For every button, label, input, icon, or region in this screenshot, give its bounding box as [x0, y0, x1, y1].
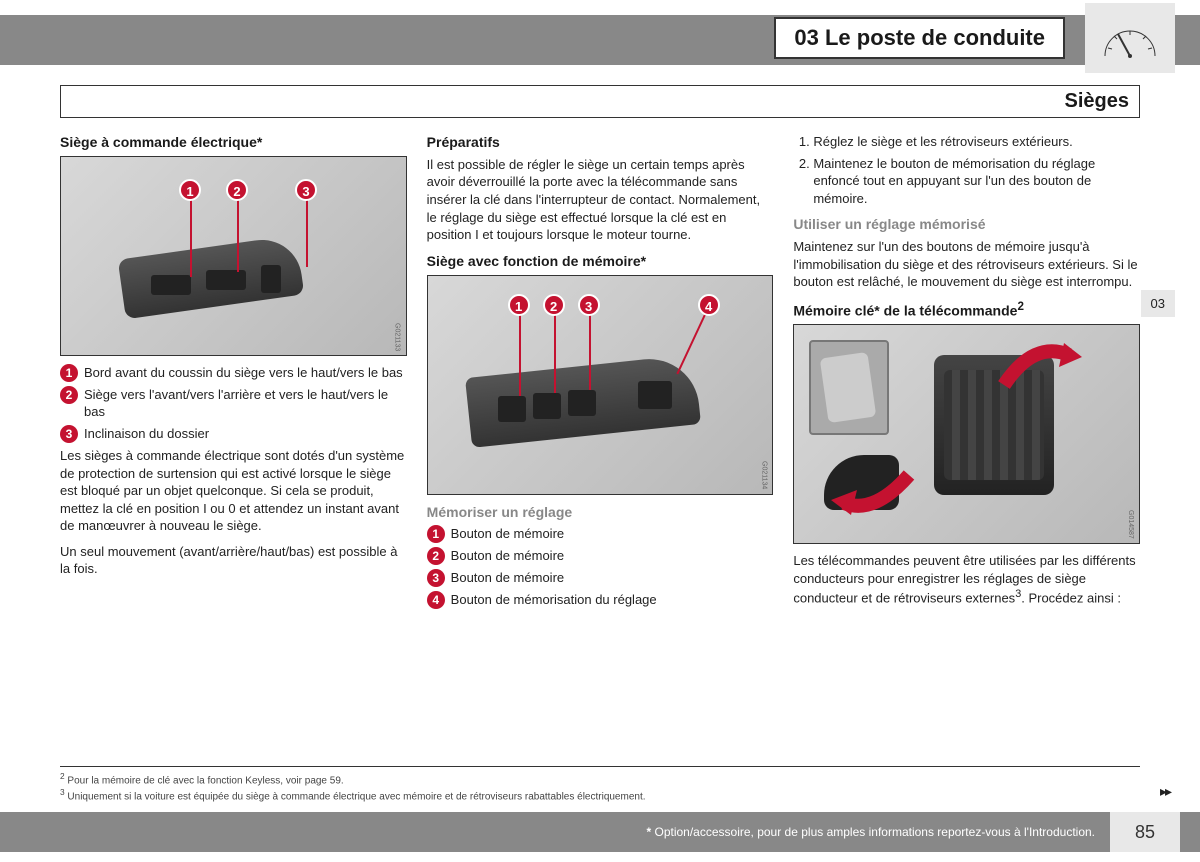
- col3-use-text: Maintenez sur l'un des boutons de mémoir…: [793, 238, 1140, 291]
- col1-item-2: 2Siège vers l'avant/vers l'arrière et ve…: [60, 386, 407, 421]
- fig2-code: G021134: [759, 461, 768, 489]
- fig2-callout-4: 4: [698, 294, 720, 316]
- fig1-callout-2: 2: [226, 179, 248, 201]
- column-3: Réglez le siège et les rétroviseurs exté…: [793, 133, 1140, 615]
- continue-indicator-icon: ▸▸: [1160, 783, 1170, 800]
- column-1: Siège à commande électrique* 1 2 3 G0211…: [60, 133, 407, 615]
- chapter-title-box: 03 Le poste de conduite: [774, 17, 1065, 59]
- fig2-callout-3: 3: [578, 294, 600, 316]
- col3-use-heading: Utiliser un réglage mémorisé: [793, 215, 1140, 234]
- footer-star-text: * Option/accessoire, pour de plus amples…: [646, 825, 1095, 839]
- section-heading-box: Sièges: [60, 85, 1140, 118]
- col2-item-4: 4Bouton de mémorisation du réglage: [427, 591, 774, 609]
- chapter-title: 03 Le poste de conduite: [794, 25, 1045, 50]
- col3-ol-1: Réglez le siège et les rétroviseurs exté…: [813, 133, 1140, 151]
- footer-bar: * Option/accessoire, pour de plus amples…: [0, 812, 1200, 852]
- section-heading: Sièges: [1065, 90, 1129, 112]
- footnote-3: 3 Uniquement si la voiture est équipée d…: [60, 787, 1140, 802]
- col1-item-3: 3Inclinaison du dossier: [60, 425, 407, 443]
- figure-power-seat: 1 2 3 G021133: [60, 156, 407, 356]
- figure-remote-memory: G014587: [793, 324, 1140, 544]
- col1-para-2: Un seul mouvement (avant/arrière/haut/ba…: [60, 543, 407, 578]
- col3-ordered-list: Réglez le siège et les rétroviseurs exté…: [793, 133, 1140, 207]
- fig1-code: G021133: [392, 323, 401, 351]
- page-number: 85: [1110, 812, 1180, 852]
- fig1-callout-3: 3: [295, 179, 317, 201]
- chapter-gauge-icon: [1085, 3, 1175, 73]
- col2-prep-heading: Préparatifs: [427, 133, 774, 152]
- column-2: Préparatifs Il est possible de régler le…: [427, 133, 774, 615]
- col1-para-1: Les sièges à commande électrique sont do…: [60, 447, 407, 535]
- col3-ol-2: Maintenez le bouton de mémorisation du r…: [813, 155, 1140, 208]
- footnotes: 2 Pour la mémoire de clé avec la fonctio…: [60, 766, 1140, 802]
- col2-item-3: 3Bouton de mémoire: [427, 569, 774, 587]
- col3-key-heading: Mémoire clé* de la télécommande2: [793, 299, 1140, 321]
- content-columns: Siège à commande électrique* 1 2 3 G0211…: [0, 118, 1200, 615]
- col3-para-1: Les télécommandes peuvent être utilisées…: [793, 552, 1140, 607]
- footnote-2: 2 Pour la mémoire de clé avec la fonctio…: [60, 771, 1140, 786]
- fig2-callout-2: 2: [543, 294, 565, 316]
- col2-mem-heading: Siège avec fonction de mémoire*: [427, 252, 774, 271]
- col2-item-1: 1Bouton de mémoire: [427, 525, 774, 543]
- fig3-code: G014587: [1126, 510, 1135, 539]
- header-bar: 03 Le poste de conduite: [0, 15, 1200, 65]
- col1-item-1: 1Bord avant du coussin du siège vers le …: [60, 364, 407, 382]
- side-tab: 03: [1141, 290, 1175, 317]
- col2-memo-heading: Mémoriser un réglage: [427, 503, 774, 522]
- fig2-callout-1: 1: [508, 294, 530, 316]
- col2-prep-text: Il est possible de régler le siège un ce…: [427, 156, 774, 244]
- figure-memory-seat: 1 2 3 4 G021134: [427, 275, 774, 495]
- col2-item-2: 2Bouton de mémoire: [427, 547, 774, 565]
- col1-heading: Siège à commande électrique*: [60, 133, 407, 152]
- fig1-callout-1: 1: [179, 179, 201, 201]
